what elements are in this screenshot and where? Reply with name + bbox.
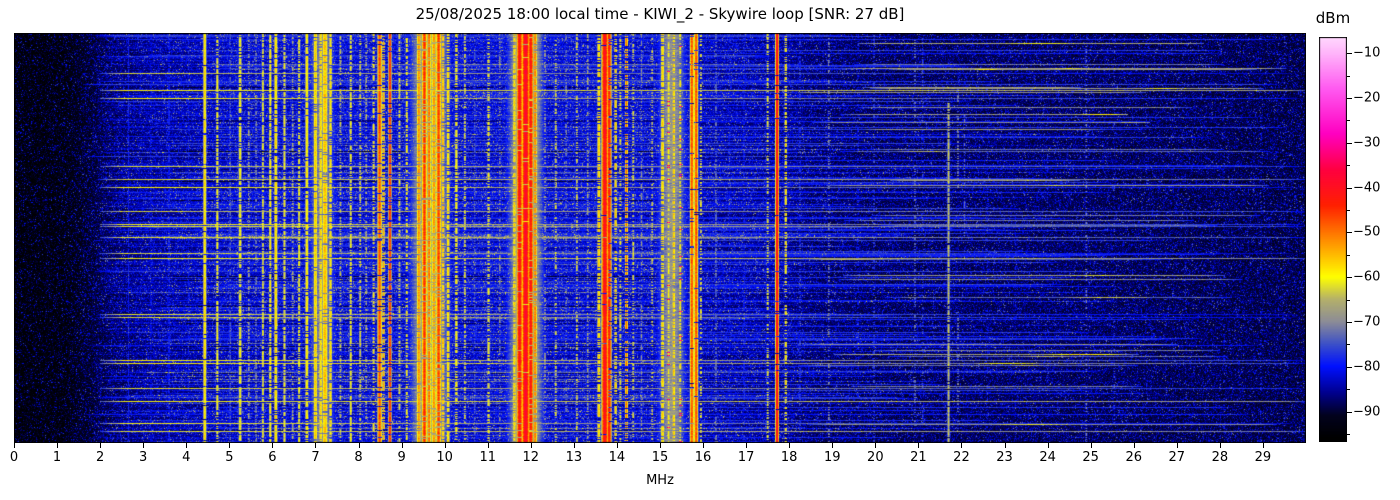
colorbar-minor-tick bbox=[1347, 299, 1350, 301]
colorbar-tick bbox=[1347, 232, 1352, 234]
x-axis-tick-label: 29 bbox=[1254, 450, 1272, 465]
x-axis-tick bbox=[401, 443, 403, 448]
colorbar-minor-tick bbox=[1347, 254, 1350, 256]
colorbar-minor-tick bbox=[1347, 433, 1350, 435]
colorbar-tick bbox=[1347, 277, 1352, 279]
colorbar-tick bbox=[1347, 187, 1352, 189]
x-axis-tick bbox=[746, 443, 748, 448]
colorbar-tick-label: −20 bbox=[1353, 90, 1381, 106]
x-axis-tick bbox=[487, 443, 489, 448]
x-axis-tick-label: 17 bbox=[737, 450, 755, 465]
colorbar-tick-label: −50 bbox=[1353, 224, 1381, 240]
x-axis-tick-label: 1 bbox=[52, 450, 62, 465]
x-axis-tick bbox=[444, 443, 446, 448]
x-axis-tick-label: 19 bbox=[823, 450, 841, 465]
colorbar-unit-label: dBm bbox=[1315, 9, 1351, 27]
x-axis-tick-label: 25 bbox=[1082, 450, 1099, 465]
colorbar-tick bbox=[1347, 142, 1352, 144]
x-axis-tick bbox=[1004, 443, 1006, 448]
x-axis-tick-label: 22 bbox=[953, 450, 970, 465]
colorbar-tick bbox=[1347, 366, 1352, 368]
x-axis-tick bbox=[272, 443, 274, 448]
x-axis-label: MHz bbox=[646, 473, 674, 488]
colorbar-minor-tick bbox=[1347, 344, 1350, 346]
colorbar-minor-tick bbox=[1347, 165, 1350, 167]
x-axis-tick bbox=[143, 443, 145, 448]
x-axis-tick bbox=[358, 443, 360, 448]
x-axis-tick-label: 23 bbox=[996, 450, 1013, 465]
colorbar bbox=[1319, 37, 1347, 442]
x-axis-tick bbox=[14, 443, 15, 448]
x-axis-tick bbox=[660, 443, 661, 448]
x-axis-tick bbox=[1133, 443, 1135, 448]
colorbar-tick-label: −80 bbox=[1353, 359, 1381, 375]
x-axis-tick bbox=[1090, 443, 1092, 448]
x-axis-tick bbox=[315, 443, 317, 448]
x-axis-tick-label: 15 bbox=[651, 450, 669, 465]
colorbar-minor-tick bbox=[1347, 75, 1350, 77]
x-axis-tick bbox=[961, 443, 963, 448]
x-axis-tick-label: 18 bbox=[780, 450, 798, 465]
colorbar-tick bbox=[1347, 411, 1352, 413]
x-axis-tick-label: 28 bbox=[1211, 450, 1229, 465]
x-axis-tick bbox=[616, 443, 618, 448]
colorbar-minor-tick bbox=[1347, 120, 1350, 122]
x-axis-tick bbox=[703, 443, 705, 448]
colorbar-tick-label: −30 bbox=[1353, 135, 1381, 151]
x-axis-tick-label: 26 bbox=[1125, 450, 1142, 465]
x-axis-tick-label: 2 bbox=[95, 450, 105, 465]
x-axis-tick bbox=[573, 443, 575, 448]
x-axis-tick-label: 9 bbox=[397, 450, 406, 465]
colorbar-tick bbox=[1347, 53, 1352, 55]
colorbar-tick-label: −60 bbox=[1353, 269, 1381, 285]
x-axis-tick-label: 6 bbox=[268, 450, 277, 465]
x-axis-tick-label: 10 bbox=[436, 450, 453, 465]
x-axis-tick-label: 8 bbox=[354, 450, 363, 465]
x-axis-tick bbox=[186, 443, 188, 448]
waterfall-heatmap bbox=[14, 33, 1306, 443]
x-axis-tick bbox=[789, 443, 791, 448]
x-axis-tick-label: 5 bbox=[225, 450, 234, 465]
x-axis-tick bbox=[1219, 443, 1221, 448]
x-axis-tick-label: 13 bbox=[565, 450, 583, 465]
x-axis-tick-label: 21 bbox=[910, 450, 927, 465]
page-title: 25/08/2025 18:00 local time - KIWI_2 - S… bbox=[415, 5, 905, 23]
x-axis-tick-label: 3 bbox=[139, 450, 148, 465]
x-axis-tick bbox=[100, 443, 102, 448]
x-axis-tick-label: 20 bbox=[867, 450, 884, 465]
x-axis-tick-label: 16 bbox=[694, 450, 712, 465]
x-axis-tick-label: 11 bbox=[479, 450, 496, 465]
x-axis-tick bbox=[1176, 443, 1178, 448]
x-axis-tick-label: 7 bbox=[311, 450, 320, 465]
x-axis-tick bbox=[832, 443, 834, 448]
x-axis-tick bbox=[530, 443, 532, 448]
x-axis-tick-label: 27 bbox=[1168, 450, 1186, 465]
colorbar-tick-label: −70 bbox=[1353, 314, 1381, 330]
x-axis-tick-label: 0 bbox=[9, 450, 19, 465]
x-axis-tick bbox=[1047, 443, 1049, 448]
colorbar-minor-tick bbox=[1347, 209, 1350, 211]
colorbar-tick bbox=[1347, 97, 1352, 99]
x-axis-tick bbox=[1262, 443, 1264, 448]
colorbar-tick-label: −40 bbox=[1353, 180, 1381, 196]
x-axis-tick bbox=[229, 443, 231, 448]
x-axis-tick bbox=[918, 443, 920, 448]
x-axis-tick-label: 12 bbox=[522, 450, 540, 465]
colorbar-tick-label: −10 bbox=[1353, 45, 1381, 61]
x-axis-tick-label: 4 bbox=[182, 450, 191, 465]
colorbar-tick-label: −90 bbox=[1353, 404, 1381, 420]
colorbar-tick bbox=[1347, 321, 1352, 323]
x-axis-tick-label: 24 bbox=[1039, 450, 1056, 465]
x-axis-tick bbox=[57, 443, 59, 448]
x-axis-tick-label: 14 bbox=[608, 450, 626, 465]
x-axis-tick bbox=[875, 443, 877, 448]
colorbar-minor-tick bbox=[1347, 389, 1350, 391]
